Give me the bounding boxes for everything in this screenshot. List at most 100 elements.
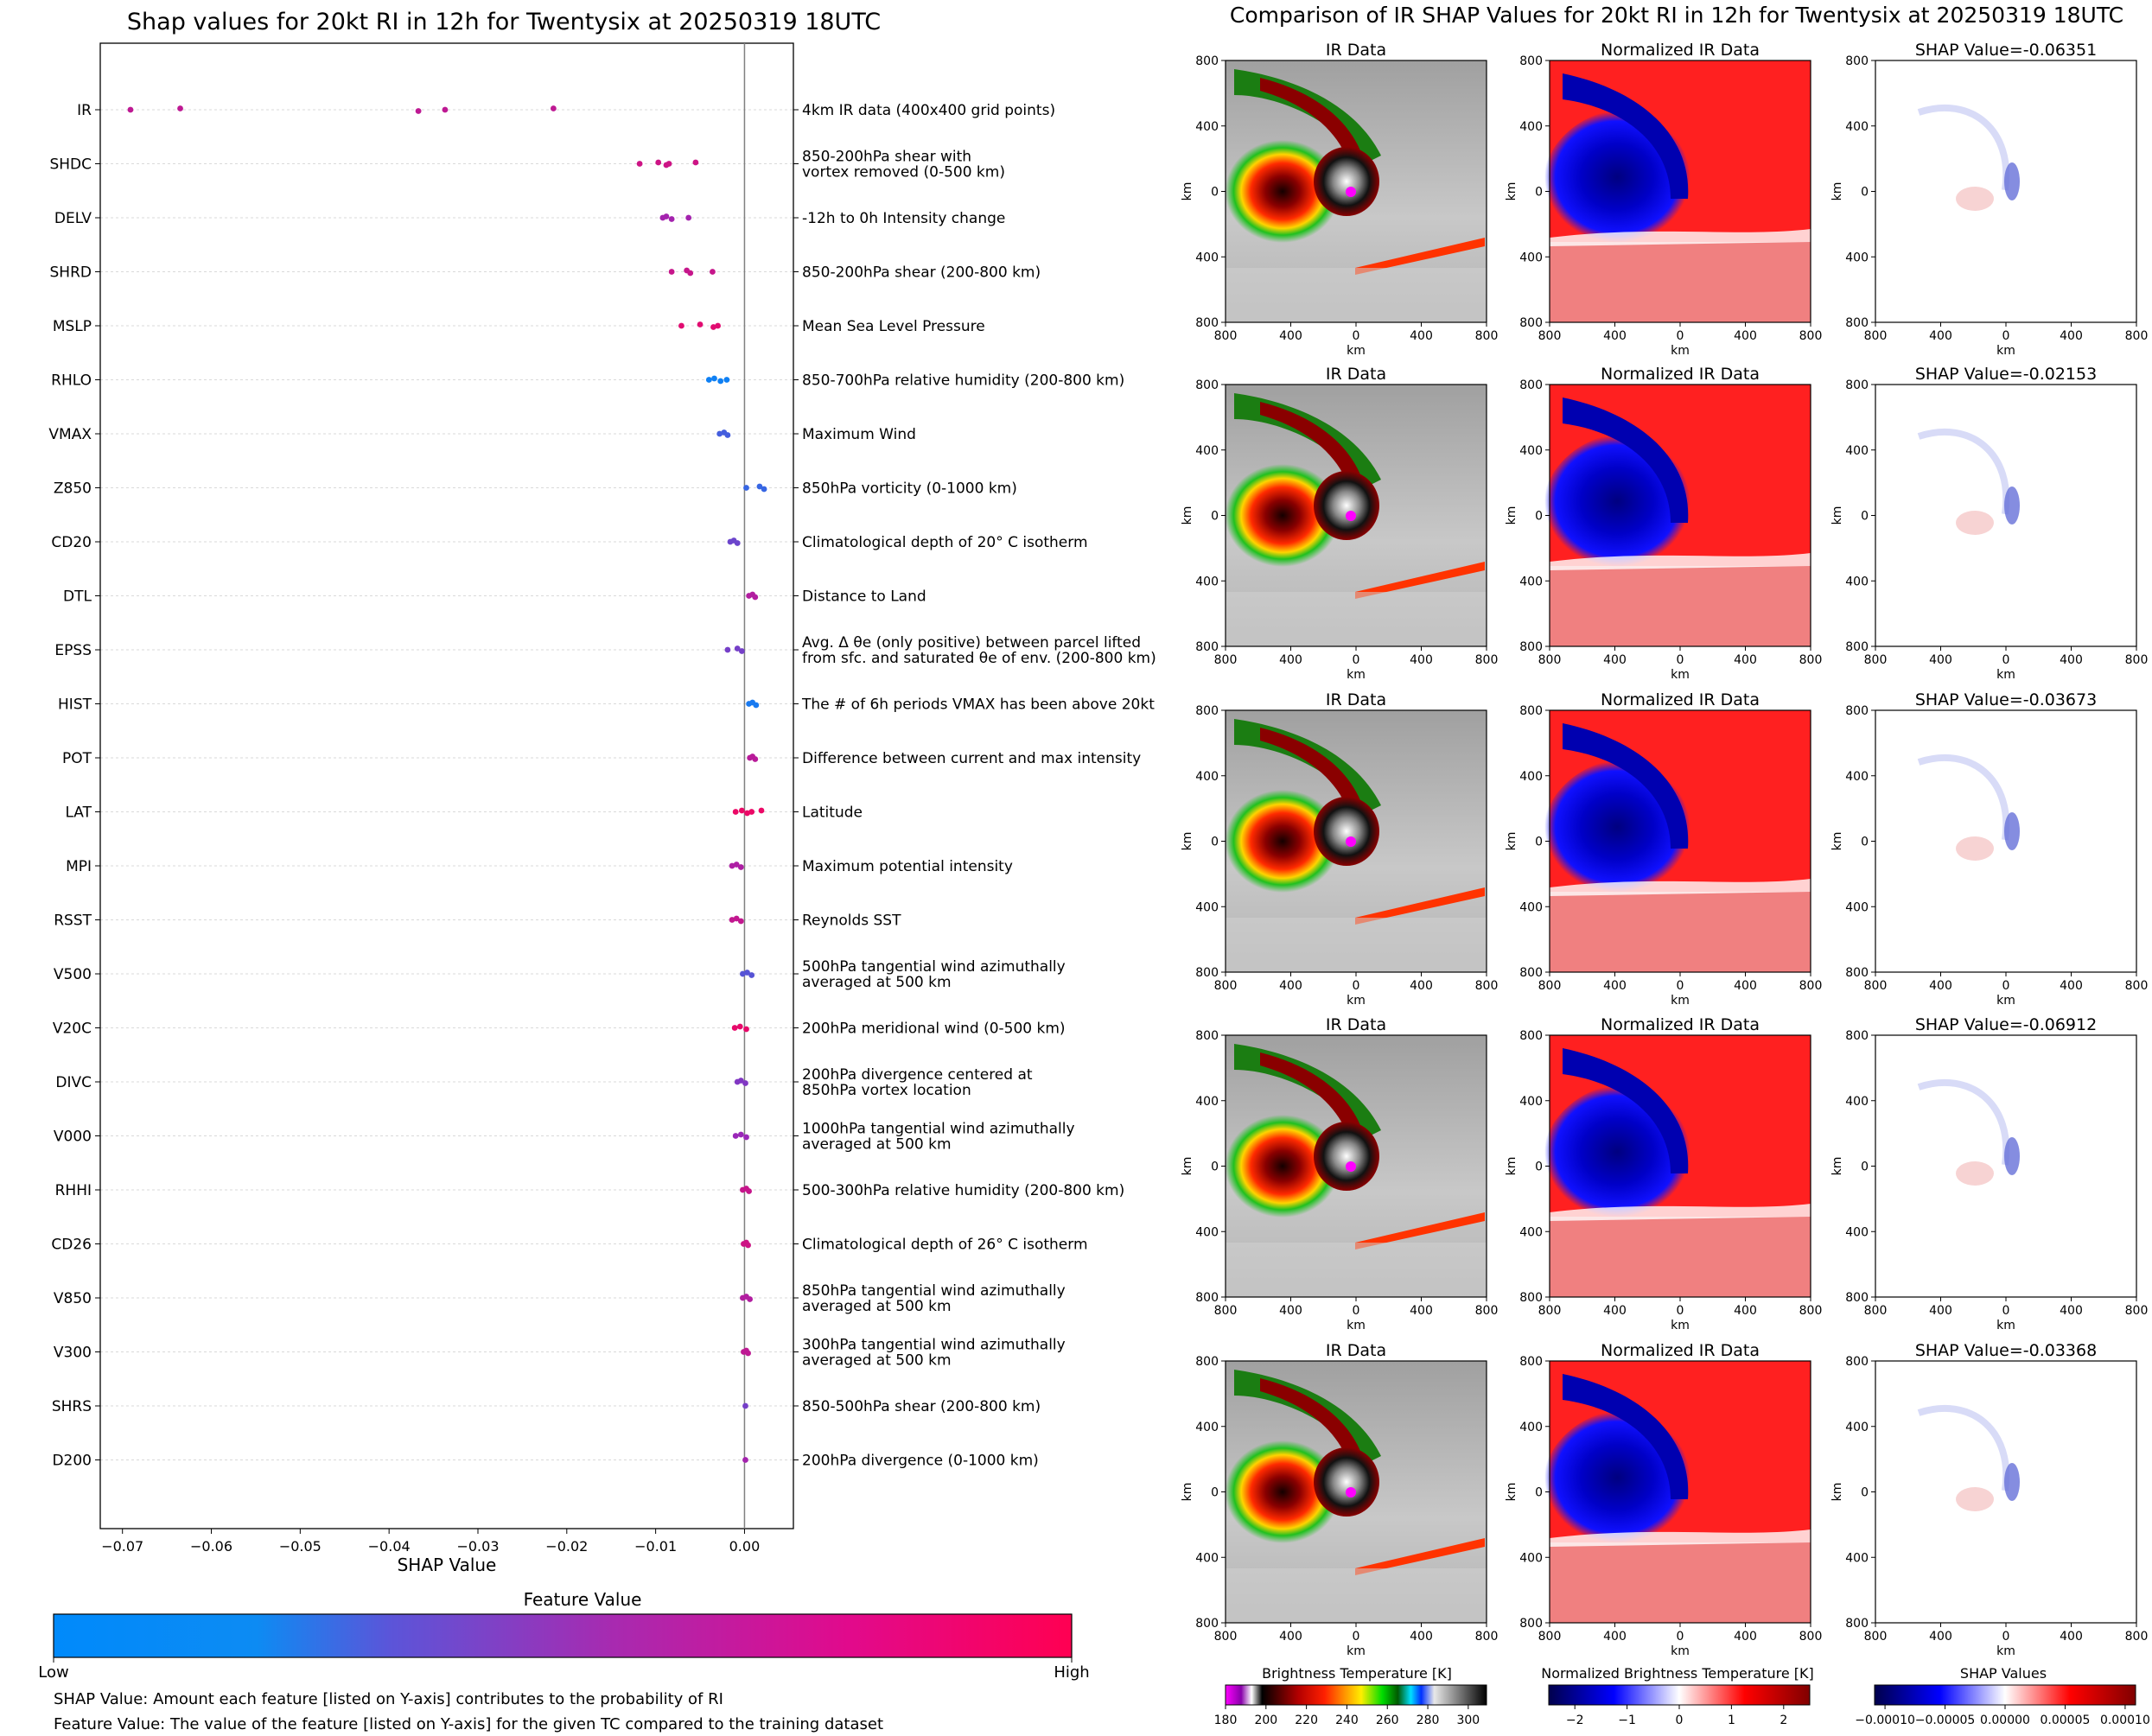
- y-tick-label: 800: [1519, 54, 1543, 68]
- x-tick-label: 0: [1353, 1630, 1360, 1644]
- norm-spiral: [1563, 73, 1689, 199]
- shap-positive-patch: [1956, 187, 1994, 211]
- y-tick-label: 800: [1845, 54, 1869, 68]
- y-tick-label: 400: [1195, 900, 1219, 914]
- y-tick-label: 400: [1519, 770, 1543, 784]
- y-axis-label: km: [1830, 506, 1844, 525]
- shap-point: [127, 106, 134, 113]
- x-tick-label: 400: [1929, 979, 1952, 993]
- shap-negative-swirl: [1917, 104, 2010, 191]
- x-axis-label: km: [1671, 994, 1690, 1008]
- colorbar-tick-label: 0: [1676, 1714, 1684, 1727]
- shap-point: [753, 702, 760, 709]
- x-tick-label: 800: [1538, 1630, 1562, 1644]
- x-tick-label: 400: [1603, 979, 1627, 993]
- clear-sky: [1226, 592, 1487, 646]
- y-tick-label: 800: [1845, 966, 1869, 980]
- x-tick-label: 400: [1734, 653, 1757, 667]
- colorbar-tick-label: 200: [1254, 1714, 1277, 1727]
- x-axis-label: km: [1996, 1644, 2015, 1658]
- normalized-ir-panel: 80080040040000400400800800kmkmNormalized…: [1505, 1015, 1822, 1332]
- norm-boundary: [1550, 229, 1811, 246]
- y-axis-label: km: [1181, 1483, 1194, 1502]
- y-tick-label: 800: [1519, 640, 1543, 654]
- x-tick-label: 800: [1475, 1630, 1499, 1644]
- y-tick-label: 400: [1845, 120, 1869, 134]
- row-gridlines: [100, 109, 793, 1460]
- note-feature-value: Feature Value: The value of the feature …: [54, 1715, 883, 1733]
- feature-description: 200hPa divergence centered at: [802, 1066, 1033, 1084]
- shap-panel-title: SHAP Value=-0.02153: [1915, 365, 2097, 384]
- feature-description: Mean Sea Level Pressure: [802, 318, 985, 335]
- shap-point: [705, 377, 712, 383]
- y-tick-label: 800: [1195, 640, 1219, 654]
- norm-cloud-mass: [1541, 758, 1722, 922]
- x-tick-label: 400: [1734, 1304, 1757, 1318]
- y-tick-label: 800: [1845, 1029, 1869, 1043]
- feature-label: V000: [54, 1129, 92, 1146]
- x-tick-label: 800: [1864, 653, 1888, 667]
- feature-label: SHRD: [50, 264, 92, 282]
- x-tick-label: 0: [1677, 653, 1684, 667]
- feature-label: V850: [54, 1290, 92, 1307]
- y-tick-label: 0: [1535, 186, 1543, 200]
- colorbar-tick-label: 220: [1295, 1714, 1318, 1727]
- cloud-streak: [1355, 562, 1485, 599]
- feature-description: averaged at 500 km: [802, 1298, 952, 1315]
- colorbar-tick-label: −0.00010: [1855, 1714, 1915, 1727]
- x-axis-label: km: [1347, 668, 1366, 682]
- x-tick-label: 800: [1799, 1304, 1823, 1318]
- norm-cloud-mass: [1541, 432, 1722, 596]
- y-tick-label: 400: [1845, 1225, 1869, 1239]
- x-tick-label: 400: [1734, 329, 1757, 343]
- feature-label: DELV: [54, 210, 92, 227]
- x-tick-label: 0: [1353, 653, 1360, 667]
- shap-point: [415, 108, 422, 114]
- normalized-ir-panel: 80080040040000400400800800kmkmNormalized…: [1505, 41, 1822, 358]
- x-tick-label: 800: [1475, 979, 1499, 993]
- shap-point: [732, 809, 739, 815]
- x-tick-label: 400: [1603, 1630, 1627, 1644]
- clear-sky: [1226, 1568, 1487, 1623]
- y-tick-label: 0: [1535, 1486, 1543, 1500]
- feature-description: -12h to 0h Intensity change: [802, 210, 1005, 227]
- colorbar-tick-label: 280: [1417, 1714, 1440, 1727]
- colorbar-tick-label: 0.00005: [2041, 1714, 2091, 1727]
- shap-point: [663, 213, 670, 219]
- x-tick-label: 0: [2002, 979, 2010, 993]
- x-tick-label: −0.04: [368, 1538, 411, 1555]
- clear-sky: [1226, 268, 1487, 322]
- feature-description: Difference between current and max inten…: [802, 750, 1141, 767]
- x-tick-label: −0.01: [634, 1538, 677, 1555]
- colorbar-low-label: Low: [38, 1663, 68, 1682]
- x-tick-label: 400: [2060, 979, 2083, 993]
- x-tick-label: 800: [1864, 1630, 1888, 1644]
- x-tick-label: 0.00: [729, 1538, 761, 1555]
- y-tick-label: 800: [1195, 54, 1219, 68]
- feature-description: 850hPa tangential wind azimuthally: [802, 1282, 1066, 1300]
- feature-label: DIVC: [55, 1074, 92, 1091]
- shap-point: [668, 216, 675, 222]
- x-axis-label: km: [1996, 668, 2015, 682]
- x-tick-label: 800: [2125, 1630, 2149, 1644]
- panel-title: IR Data: [1326, 41, 1386, 60]
- y-axis-label: km: [1830, 182, 1844, 201]
- feature-description: Distance to Land: [802, 588, 926, 606]
- shap-point: [665, 161, 672, 167]
- x-axis-label: km: [1996, 994, 2015, 1008]
- y-tick-label: 800: [1195, 316, 1219, 330]
- y-tick-label: 800: [1195, 966, 1219, 980]
- shap-point: [739, 970, 746, 977]
- feature-description: Climatological depth of 20° C isotherm: [802, 534, 1088, 551]
- y-tick-label: 800: [1845, 378, 1869, 392]
- shap-point: [711, 375, 717, 382]
- shap-point: [710, 324, 716, 330]
- storm-center: [1346, 1487, 1356, 1498]
- normalized-ir-panel: 80080040040000400400800800kmkmNormalized…: [1505, 690, 1822, 1008]
- y-tick-label: 400: [1519, 1551, 1543, 1565]
- shap-negative-patch: [2004, 1463, 2020, 1501]
- bt-colorbar-title: Brightness Temperature [K]: [1262, 1665, 1452, 1682]
